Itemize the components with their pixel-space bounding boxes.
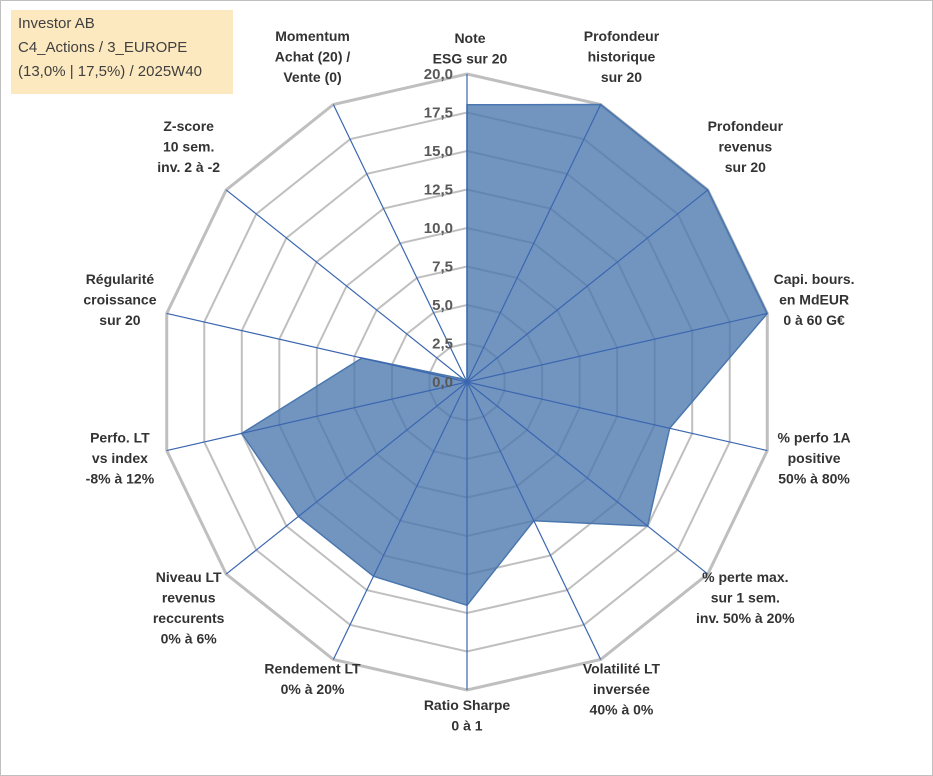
axis-label-10: Niveau LT revenus reccurents 0% à 6% xyxy=(153,569,225,647)
axis-label-7: Volatilité LT inversée 40% à 0% xyxy=(583,660,661,717)
axis-label-line: sur 20 xyxy=(601,69,642,85)
radar-series-area xyxy=(240,103,769,607)
spoke-9 xyxy=(332,381,468,660)
spoke-14 xyxy=(332,104,468,383)
tick-label: 2,5 xyxy=(432,336,453,353)
axis-label-line: 0% à 20% xyxy=(281,681,345,697)
axis-label-line: historique xyxy=(588,48,656,64)
spoke-13 xyxy=(225,189,468,383)
axis-label-line: 0 à 1 xyxy=(451,718,482,734)
axis-label-line: revenus xyxy=(718,139,772,155)
tick-label: 7,5 xyxy=(432,259,453,276)
axis-label-line: Régularité xyxy=(86,271,155,287)
axis-label-line: reccurents xyxy=(153,610,225,626)
tick-label: 15,0 xyxy=(424,143,453,160)
axis-label-3: Profondeur revenus sur 20 xyxy=(708,118,784,175)
axis-label-line: inv. 2 à -2 xyxy=(157,159,220,175)
radar-axis-labels: Note ESG sur 20 Profondeur historique sur 20… xyxy=(83,28,854,734)
axis-label-line: Ratio Sharpe xyxy=(424,697,511,713)
axis-label-line: % perfo 1A xyxy=(778,429,851,445)
axis-label-line: % perte max. xyxy=(702,569,788,585)
axis-label-line: 0 à 60 G€ xyxy=(783,312,845,328)
axis-label-line: vs index xyxy=(92,450,148,466)
axis-label-13: Z-score 10 sem. inv. 2 à -2 xyxy=(157,118,220,175)
axis-label-line: Note xyxy=(454,30,485,46)
axis-label-line: croissance xyxy=(83,292,156,308)
axis-label-line: Niveau LT xyxy=(156,569,222,585)
axis-label-12: Régularité croissance sur 20 xyxy=(83,271,156,328)
spoke-7 xyxy=(466,381,602,660)
spoke-11 xyxy=(166,381,468,452)
spoke-5 xyxy=(466,381,768,452)
axis-label-line: positive xyxy=(788,450,841,466)
axis-label-line: sur 20 xyxy=(99,312,140,328)
tick-label: 20,0 xyxy=(424,66,453,83)
spoke-2 xyxy=(466,104,602,383)
tick-label: 5,0 xyxy=(432,297,453,314)
spoke-4 xyxy=(466,312,768,383)
spoke-6 xyxy=(466,381,709,575)
axis-label-line: inv. 50% à 20% xyxy=(696,610,795,626)
axis-label-line: ESG sur 20 xyxy=(433,51,508,67)
axis-label-line: Rendement LT xyxy=(264,660,361,676)
axis-label-line: Volatilité LT xyxy=(583,660,661,676)
axis-label-6: % perte max. sur 1 sem. inv. 50% à 20% xyxy=(696,569,795,626)
axis-label-line: Profondeur xyxy=(708,118,784,134)
axis-label-11: Perfo. LT vs index -8% à 12% xyxy=(86,429,155,486)
axis-label-5: % perfo 1A positive 50% à 80% xyxy=(778,429,851,486)
title-line-period: (13,0% | 17,5%) / 2025W40 xyxy=(18,63,202,80)
title-line-company: Investor AB xyxy=(18,15,95,32)
axis-label-line: 0% à 6% xyxy=(161,630,218,646)
axis-label-line: Achat (20) / xyxy=(275,48,351,64)
tick-label: 12,5 xyxy=(424,182,453,199)
radar-tick-labels: 0,0 2,5 5,0 7,5 10,0 12,5 15,0 17,5 20,0 xyxy=(424,66,453,391)
axis-label-line: Perfo. LT xyxy=(90,429,150,445)
axis-label-line: Vente (0) xyxy=(283,69,341,85)
spoke-3 xyxy=(466,189,709,383)
axis-label-line: Capi. bours. xyxy=(774,271,855,287)
axis-label-14: Momentum Achat (20) / Vente (0) xyxy=(275,28,351,85)
axis-label-line: inversée xyxy=(593,681,650,697)
axis-label-line: revenus xyxy=(162,589,216,605)
spoke-10 xyxy=(225,381,468,575)
tick-label: 17,5 xyxy=(424,105,453,122)
axis-label-line: sur 20 xyxy=(725,159,766,175)
radar-series-layer xyxy=(240,103,769,607)
spoke-12 xyxy=(166,312,468,383)
axis-label-line: Momentum xyxy=(275,28,350,44)
axis-label-8: Ratio Sharpe 0 à 1 xyxy=(424,697,511,734)
axis-label-4: Capi. bours. en MdEUR 0 à 60 G€ xyxy=(774,271,855,328)
axis-label-line: 50% à 80% xyxy=(778,470,850,486)
tick-label: 0,0 xyxy=(432,374,453,391)
axis-label-line: 40% à 0% xyxy=(590,701,654,717)
axis-label-line: Z-score xyxy=(163,118,214,134)
chart-title-box: Investor AB C4_Actions / 3_EUROPE (13,0%… xyxy=(11,10,233,94)
title-line-category: C4_Actions / 3_EUROPE xyxy=(18,39,188,56)
axis-label-9: Rendement LT 0% à 20% xyxy=(264,660,361,697)
tick-label: 10,0 xyxy=(424,220,453,237)
axis-label-line: -8% à 12% xyxy=(86,470,155,486)
axis-label-line: sur 1 sem. xyxy=(711,589,780,605)
axis-label-line: 10 sem. xyxy=(163,139,214,155)
radar-spokes xyxy=(166,74,768,690)
axis-label-line: Profondeur xyxy=(584,28,660,44)
axis-label-1: Note ESG sur 20 xyxy=(433,30,508,67)
axis-label-2: Profondeur historique sur 20 xyxy=(584,28,660,85)
axis-label-line: en MdEUR xyxy=(779,292,849,308)
